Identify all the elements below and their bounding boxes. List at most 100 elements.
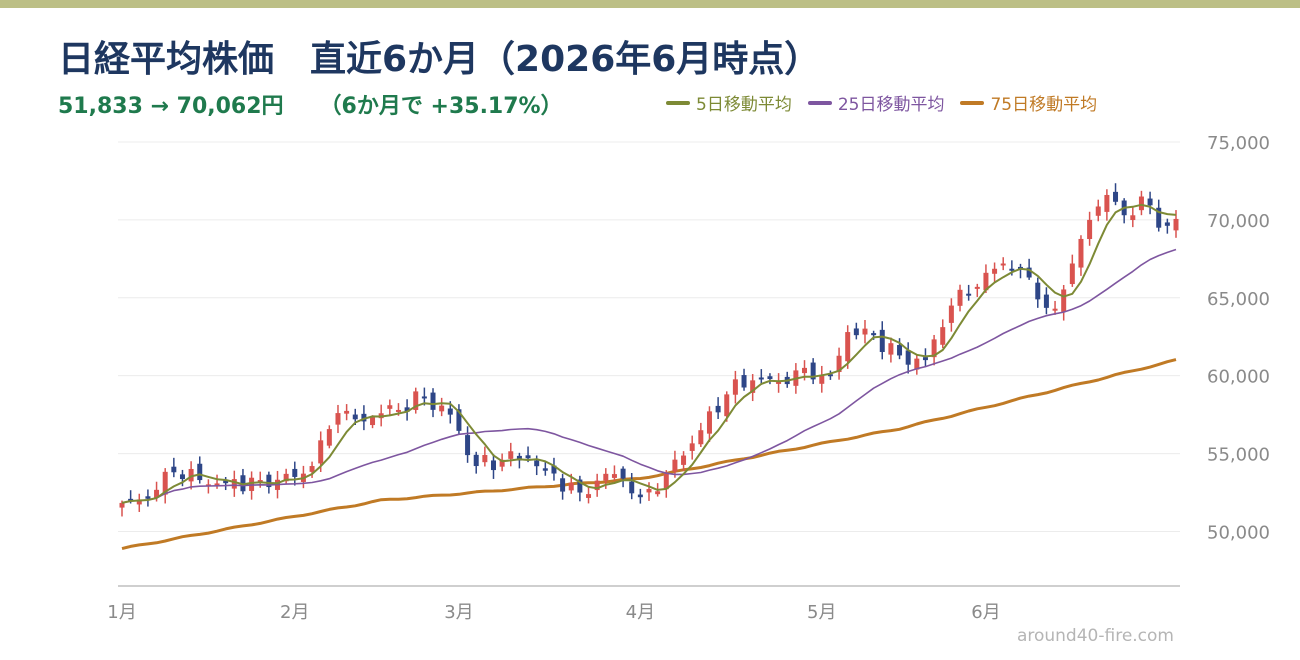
- y-tick-label: 60,000: [1207, 367, 1270, 388]
- candle: [914, 354, 920, 375]
- legend-label-ma5: 5日移動平均: [696, 95, 792, 115]
- candle: [404, 399, 410, 421]
- ma5-line: [121, 203, 1177, 504]
- candle: [344, 404, 350, 421]
- legend-item-ma25: 25日移動平均: [807, 90, 945, 115]
- candle: [594, 473, 600, 497]
- candle: [179, 469, 185, 487]
- candle: [1078, 235, 1084, 276]
- candle: [430, 388, 436, 418]
- candle: [1043, 287, 1049, 315]
- candle: [620, 466, 626, 488]
- candle: [776, 373, 782, 393]
- candle: [767, 373, 773, 385]
- candle: [629, 472, 635, 500]
- y-tick-label: 55,000: [1207, 445, 1270, 466]
- candle: [1130, 206, 1136, 228]
- candle: [637, 488, 643, 504]
- candle: [1035, 277, 1041, 308]
- candle: [1061, 285, 1067, 321]
- candle: [1138, 190, 1144, 216]
- legend-item-ma5: 5日移動平均: [666, 90, 792, 115]
- candle: [672, 450, 678, 478]
- x-tick-label: 2月: [280, 602, 309, 623]
- y-tick-label: 70,000: [1207, 211, 1270, 232]
- candle: [845, 325, 851, 369]
- candle: [827, 370, 833, 380]
- ma5-line-layer: [121, 203, 1177, 504]
- candle: [862, 319, 868, 344]
- candle: [966, 284, 972, 301]
- candle: [836, 347, 842, 380]
- page-title: 日経平均株価 直近6か月（2026年6月時点）: [58, 39, 821, 80]
- candle: [188, 461, 194, 490]
- candle: [948, 298, 954, 332]
- candle: [145, 489, 151, 507]
- candle: [853, 322, 859, 340]
- candle: [663, 470, 669, 498]
- candle: [698, 422, 704, 447]
- legend-swatch-ma5: [666, 100, 690, 105]
- legend-item-ma75: 75日移動平均: [960, 90, 1097, 115]
- candle: [292, 461, 298, 486]
- top-accent-bar: [0, 0, 1300, 8]
- candle: [361, 405, 367, 431]
- candle: [922, 348, 928, 368]
- candle: [819, 365, 825, 393]
- candle: [283, 468, 289, 484]
- candle: [1017, 263, 1023, 279]
- candle: [1095, 199, 1101, 222]
- candle: [879, 321, 885, 360]
- candle: [413, 387, 419, 414]
- candle: [905, 342, 911, 374]
- candle: [119, 500, 125, 517]
- candle: [516, 452, 522, 469]
- price-change: （6か月で +35.17%）: [319, 94, 563, 119]
- y-tick-label: 50,000: [1207, 522, 1270, 543]
- x-tick-label: 4月: [626, 602, 655, 623]
- ma25-line: [121, 248, 1177, 504]
- candle: [197, 456, 203, 484]
- candle: [577, 475, 583, 502]
- candles: [119, 183, 1179, 517]
- ma75-line-layer: [121, 358, 1177, 551]
- candle: [681, 451, 687, 471]
- candle: [1147, 191, 1153, 215]
- candle: [335, 404, 341, 434]
- candle: [231, 470, 237, 497]
- candle: [1052, 300, 1058, 315]
- candle: [490, 454, 496, 479]
- candle: [508, 442, 514, 467]
- candle: [309, 461, 315, 478]
- candle: [1000, 257, 1006, 271]
- legend: 5日移動平均 25日移動平均 75日移動平均: [666, 90, 1097, 115]
- site-credit: around40-fire.com: [1016, 626, 1174, 646]
- y-tick-label: 75,000: [1207, 133, 1270, 154]
- candle: [473, 451, 479, 474]
- candle: [741, 368, 747, 391]
- candle: [957, 284, 963, 312]
- candle: [611, 465, 617, 481]
- axes: 50,000 55,000 60,000 65,000 70,000 75,000 1月 2月…: [107, 133, 1270, 623]
- candle: [732, 370, 738, 404]
- candle: [810, 358, 816, 385]
- candle: [1113, 183, 1119, 206]
- y-tick-label: 65,000: [1207, 289, 1270, 310]
- candle: [931, 334, 937, 366]
- ma75-line: [121, 358, 1177, 551]
- candle: [240, 468, 246, 495]
- x-tick-label: 3月: [444, 602, 473, 623]
- x-tick-label: 6月: [971, 602, 1000, 623]
- candle: [171, 457, 177, 478]
- candle: [136, 493, 142, 512]
- candle: [888, 337, 894, 363]
- candle: [560, 473, 566, 500]
- subtitle: 51,833 → 70,062円 （6か月で +35.17%）: [58, 88, 563, 120]
- candle: [1069, 254, 1075, 287]
- candle: [1156, 199, 1162, 232]
- candle: [1104, 189, 1110, 221]
- grid-lines: [118, 141, 1180, 532]
- legend-label-ma25: 25日移動平均: [837, 95, 945, 115]
- candle: [897, 338, 903, 360]
